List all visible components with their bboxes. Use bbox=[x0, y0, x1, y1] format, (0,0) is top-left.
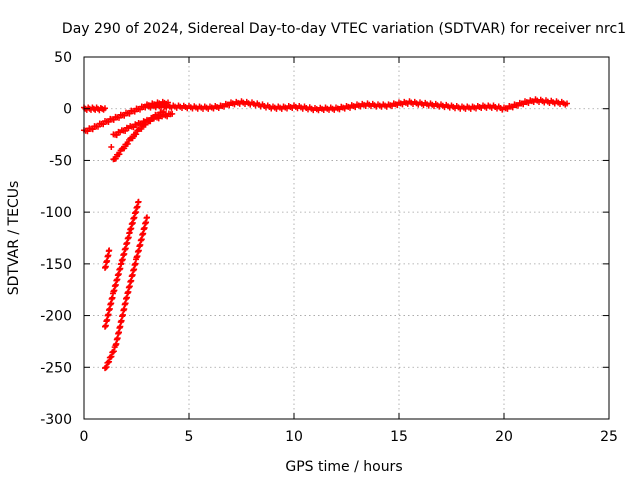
data-point bbox=[102, 105, 108, 112]
data-point bbox=[105, 118, 112, 125]
data-point bbox=[146, 118, 153, 125]
y-tick-label: -50 bbox=[49, 153, 72, 169]
x-tick-label: 10 bbox=[285, 429, 303, 445]
data-point bbox=[144, 214, 150, 221]
data-point bbox=[121, 145, 128, 152]
data-point bbox=[122, 128, 129, 135]
data-point bbox=[113, 132, 120, 139]
data-point bbox=[131, 108, 138, 115]
data-point bbox=[116, 114, 122, 121]
data-point bbox=[108, 353, 115, 360]
data-point bbox=[121, 112, 128, 119]
x-tick-label: 20 bbox=[495, 429, 513, 445]
data-point bbox=[84, 128, 91, 135]
plot-frame bbox=[83, 56, 610, 420]
x-tick-label: 15 bbox=[390, 429, 408, 445]
data-point bbox=[100, 121, 107, 128]
data-point bbox=[95, 123, 101, 130]
data-point bbox=[103, 364, 110, 371]
data-point bbox=[160, 108, 167, 115]
data-point bbox=[108, 143, 115, 150]
data-point bbox=[106, 358, 113, 365]
data-point bbox=[124, 140, 131, 147]
data-point bbox=[135, 198, 142, 205]
axis-ticks: 0 5 10 15 20 25 50 0 -50 -100 -150 -200 -250 -300 bbox=[40, 50, 618, 445]
y-axis-label: SDTVAR / TECUs bbox=[6, 181, 22, 296]
y-tick-label: -300 bbox=[40, 412, 72, 428]
data-point bbox=[126, 110, 133, 117]
data-point bbox=[106, 247, 113, 254]
data-point bbox=[110, 116, 117, 123]
data-point bbox=[169, 110, 176, 117]
y-tick-label: -100 bbox=[40, 205, 72, 221]
y-tick-label: 0 bbox=[63, 102, 72, 118]
chart-title: Day 290 of 2024, Sidereal Day-to-day VTE… bbox=[62, 21, 626, 37]
y-tick-label: -250 bbox=[40, 360, 72, 376]
y-tick-label: -150 bbox=[40, 257, 72, 273]
x-tick-label: 0 bbox=[80, 429, 89, 445]
data-point bbox=[165, 99, 171, 106]
data-point bbox=[151, 115, 157, 122]
y-tick-label: 50 bbox=[54, 50, 72, 66]
data-points bbox=[81, 96, 570, 372]
x-axis-label: GPS time / hours bbox=[285, 459, 402, 475]
data-point bbox=[138, 125, 145, 132]
data-point bbox=[137, 106, 143, 113]
x-tick-label: 5 bbox=[185, 429, 194, 445]
data-point bbox=[130, 124, 137, 131]
data-point bbox=[116, 151, 123, 158]
data-point bbox=[112, 155, 119, 162]
data-point bbox=[142, 104, 149, 111]
data-point bbox=[142, 121, 149, 128]
grid bbox=[84, 57, 609, 419]
data-point bbox=[129, 135, 136, 142]
x-tick-label: 25 bbox=[600, 429, 618, 445]
data-point bbox=[155, 112, 162, 119]
data-point bbox=[564, 100, 570, 107]
data-point bbox=[133, 131, 140, 138]
data-point bbox=[110, 348, 117, 355]
data-point bbox=[89, 126, 96, 133]
y-tick-label: -200 bbox=[40, 309, 72, 325]
